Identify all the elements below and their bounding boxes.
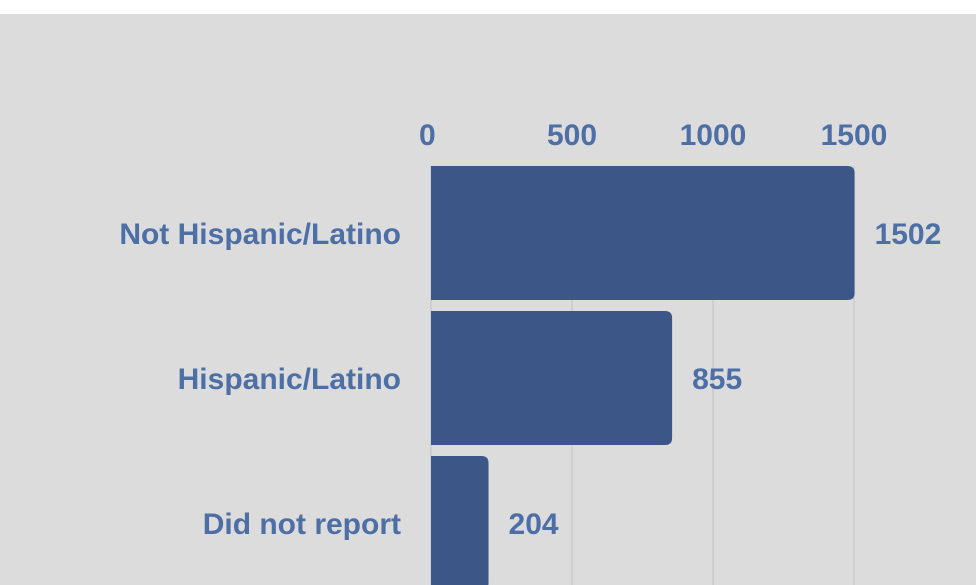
category-labels: Not Hispanic/Latino Hispanic/Latino Did no…	[119, 218, 401, 541]
x-axis-ticks: 0 500 1000 1500	[419, 119, 887, 152]
value-labels: 1502 855 204	[509, 218, 942, 541]
x-tick-label: 1000	[680, 119, 747, 152]
category-label: Hispanic/Latino	[178, 363, 401, 396]
value-label: 855	[692, 363, 742, 396]
bars	[431, 166, 855, 585]
bar	[431, 456, 489, 585]
category-label: Not Hispanic/Latino	[119, 218, 401, 251]
bar	[431, 166, 855, 300]
x-tick-label: 0	[419, 119, 436, 152]
x-tick-label: 1500	[821, 119, 888, 152]
category-label: Did not report	[203, 508, 401, 541]
value-label: 1502	[875, 218, 942, 251]
chart-area: 0 500 1000 1500 Not Hispanic/Latino Hispanic…	[0, 14, 976, 585]
value-label: 204	[509, 508, 559, 541]
bar-chart: 0 500 1000 1500 Not Hispanic/Latino Hispanic…	[119, 119, 942, 585]
x-tick-label: 500	[547, 119, 597, 152]
bar	[431, 311, 673, 445]
